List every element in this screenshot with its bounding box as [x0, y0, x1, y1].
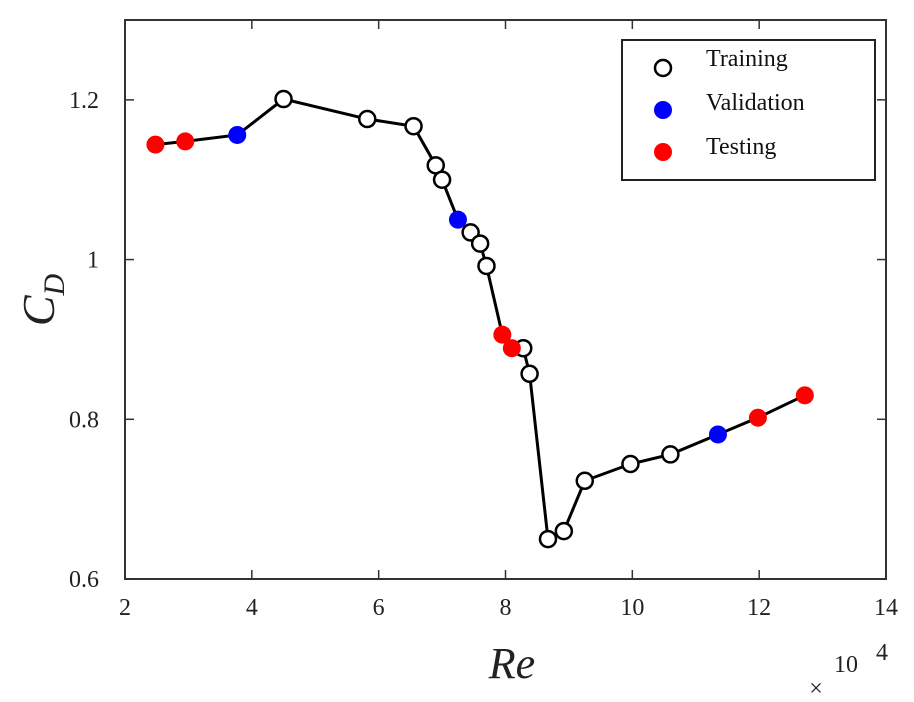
y-tick-label: 0.6 — [69, 567, 99, 593]
testing-point — [795, 386, 814, 405]
multiplier-base: 10 — [834, 652, 858, 678]
legend-validation-label: Validation — [706, 90, 805, 116]
y-tick-label: 1.2 — [69, 88, 99, 114]
legend-testing-marker — [654, 143, 672, 161]
x-tick-label: 4 — [246, 595, 258, 621]
testing-point — [748, 408, 767, 427]
x-tick-label: 8 — [500, 595, 512, 621]
y-axis-ticks: 0.6 0.8 1 1.2 — [69, 88, 886, 593]
legend-testing-label: Testing — [706, 134, 776, 160]
validation-point — [228, 125, 247, 144]
multiplier-exponent: 4 — [876, 640, 888, 666]
x-tick-label: 12 — [747, 595, 771, 621]
training-point — [554, 521, 574, 541]
training-point — [520, 364, 539, 384]
x-tick-label: 6 — [373, 595, 385, 621]
data-points — [146, 89, 814, 549]
training-point — [661, 445, 680, 464]
testing-point — [493, 325, 512, 344]
legend-training-label: Training — [706, 46, 788, 72]
y-axis-label-subscript: D — [38, 273, 71, 296]
y-axis-label: CD — [13, 273, 71, 326]
x-axis-multiplier: × 10 4 — [809, 640, 888, 702]
legend-validation-marker — [654, 101, 672, 119]
y-tick-label: 1 — [87, 248, 99, 274]
training-point — [404, 116, 423, 136]
legend-training-marker — [653, 58, 673, 78]
x-tick-label: 14 — [874, 595, 898, 621]
training-point — [358, 109, 377, 129]
testing-point — [146, 135, 165, 154]
testing-point — [502, 339, 521, 358]
legend: Training Validation Testing — [621, 39, 876, 181]
svg-text:CD: CD — [13, 273, 71, 326]
y-tick-label: 0.8 — [69, 407, 99, 433]
x-axis-ticks: 2 4 6 8 10 12 14 — [119, 20, 898, 621]
training-point — [538, 529, 558, 549]
x-tick-label: 2 — [119, 595, 131, 621]
x-axis-label: Re — [488, 639, 535, 688]
testing-point — [176, 132, 195, 151]
validation-point — [448, 210, 467, 229]
training-point — [575, 471, 595, 491]
x-tick-label: 10 — [620, 595, 644, 621]
y-axis-label-main: C — [13, 294, 64, 326]
training-point — [274, 89, 293, 109]
training-point — [432, 170, 452, 189]
training-point — [477, 256, 496, 276]
validation-point — [708, 425, 727, 444]
training-point — [621, 454, 640, 474]
multiplier-times-sign: × — [809, 676, 823, 702]
training-point — [470, 234, 490, 253]
